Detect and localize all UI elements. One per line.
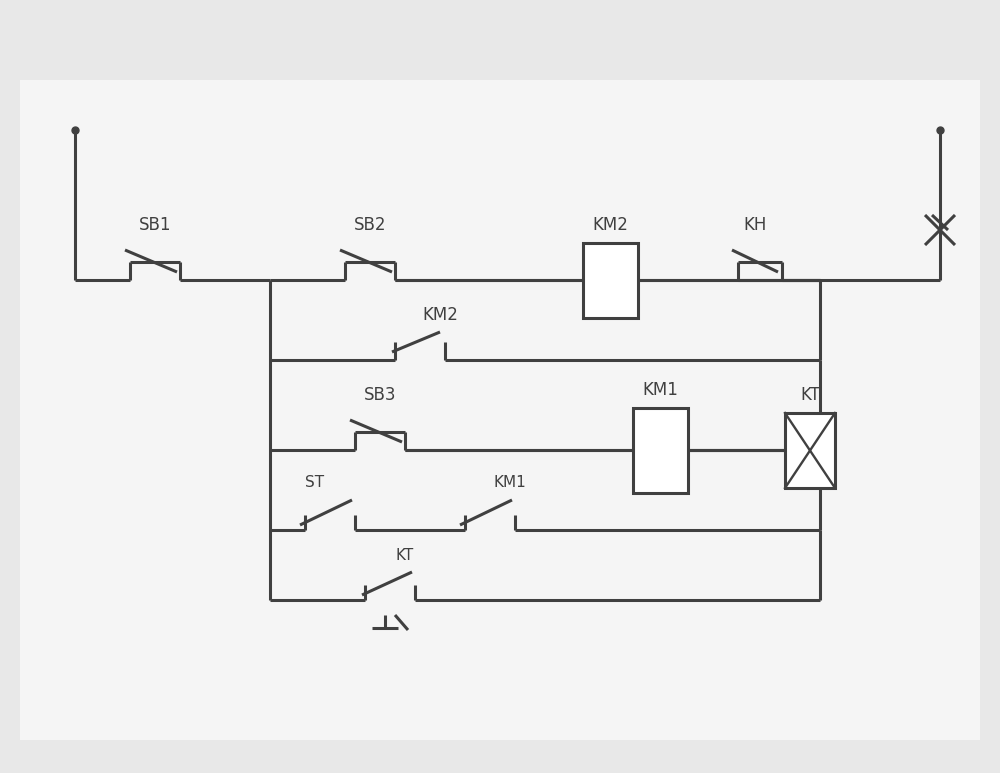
Text: KM2: KM2 [422,306,458,324]
Text: SB3: SB3 [364,386,396,404]
Bar [633,408,688,493]
Bar [785,413,835,488]
Text: KM2: KM2 [592,216,628,234]
Text: SB1: SB1 [139,216,171,234]
Text: KT: KT [396,547,414,563]
Text: KM1: KM1 [642,381,678,399]
Text: KM1: KM1 [494,475,526,489]
FancyBboxPatch shape [20,80,980,740]
Text: SB2: SB2 [354,216,386,234]
Bar [583,243,638,318]
Text: ST: ST [305,475,325,489]
Text: KT: KT [800,386,820,404]
Text: KH: KH [743,216,767,234]
